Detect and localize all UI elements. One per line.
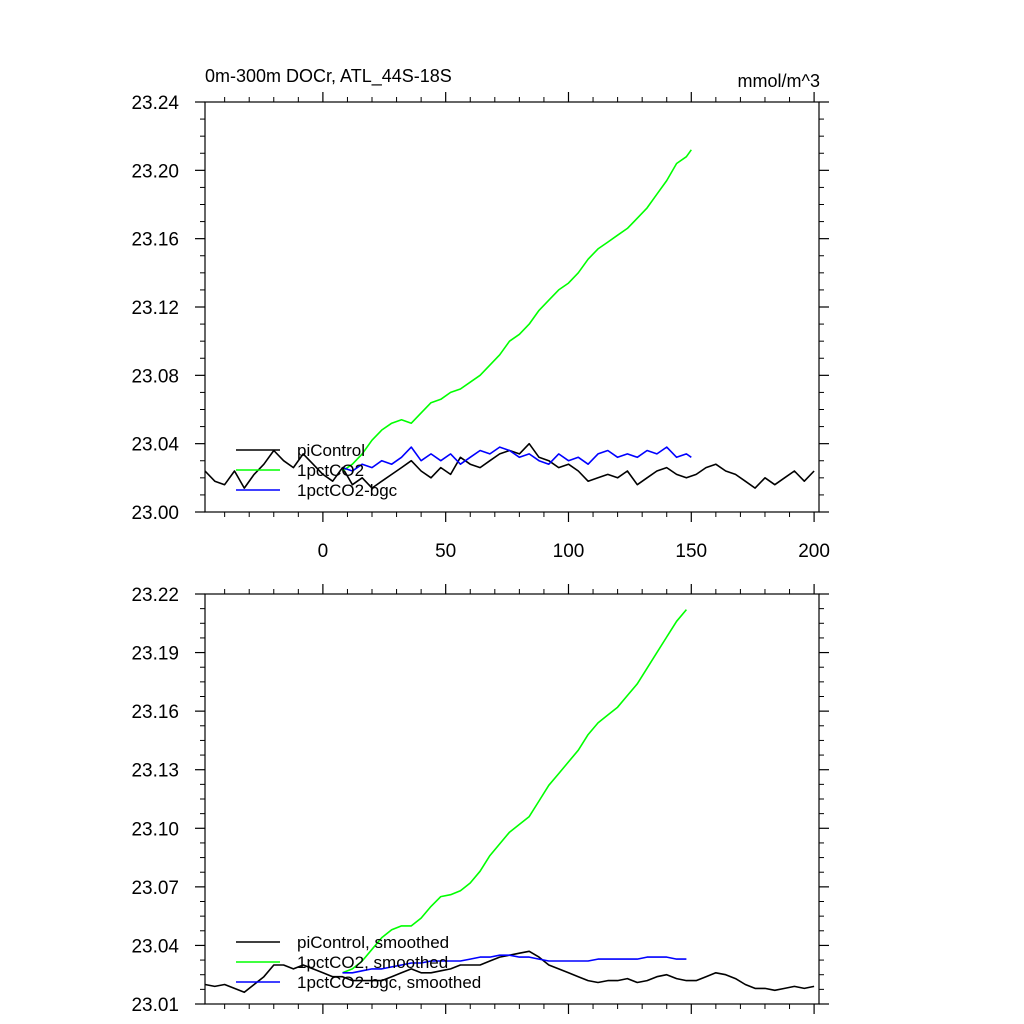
y-axis: 23.00 23.04 23.08 23.12 23.16 23.20 23.24 xyxy=(131,93,829,524)
y-tick-label: 23.22 xyxy=(131,585,179,606)
legend-label: 1pctCO2-bgc xyxy=(297,481,398,500)
series-line-1pctco2-bgc xyxy=(342,446,692,472)
y-axis: 23.01 23.04 23.07 23.10 23.13 23.16 23.19 23.22 xyxy=(131,585,829,1016)
x-tick-label: 150 xyxy=(675,541,707,562)
legend-label: 1pctCO2, smoothed xyxy=(297,953,448,972)
legend-label: piControl xyxy=(297,441,365,460)
x-axis: 0 50 100 150 200 xyxy=(318,92,830,562)
y-tick-label: 23.07 xyxy=(131,878,179,899)
x-tick-label: 0 xyxy=(318,541,329,562)
x-tick-label: 50 xyxy=(435,541,456,562)
y-tick-label: 23.19 xyxy=(131,644,179,665)
minor-ticks xyxy=(200,589,824,1009)
x-tick-label: 100 xyxy=(553,541,585,562)
y-tick-label: 23.16 xyxy=(131,702,179,723)
legend-label: piControl, smoothed xyxy=(297,933,449,952)
minor-ticks xyxy=(200,97,824,517)
chart-title: 0m-300m DOCr, ATL_44S-18S xyxy=(205,66,452,87)
y-tick-label: 23.24 xyxy=(131,93,179,114)
y-tick-label: 23.16 xyxy=(131,230,179,251)
series-group xyxy=(204,609,815,994)
top-panel: 0m-300m DOCr, ATL_44S-18S mmol/m^3 23.00… xyxy=(131,66,829,562)
y-tick-label: 23.10 xyxy=(131,819,179,840)
x-tick-label: 200 xyxy=(798,541,830,562)
legend-label: 1pctCO2-bgc, smoothed xyxy=(297,973,481,992)
y-tick-label: 23.08 xyxy=(131,366,179,387)
series-line-1pctco2 xyxy=(342,609,688,974)
series-line-1pctco2-bgc xyxy=(342,954,687,974)
series-line-1pctco2 xyxy=(342,149,692,472)
y-tick-label: 23.04 xyxy=(131,936,179,957)
y-tick-label: 23.00 xyxy=(131,503,179,524)
y-tick-label: 23.13 xyxy=(131,761,179,782)
y-tick-label: 23.12 xyxy=(131,298,179,319)
y-tick-label: 23.20 xyxy=(131,161,179,182)
x-axis xyxy=(322,584,815,1014)
legend-label: 1pctCO2 xyxy=(297,461,364,480)
y-tick-label: 23.04 xyxy=(131,435,179,456)
y-tick-label: 23.01 xyxy=(131,995,179,1016)
bottom-panel: 23.01 23.04 23.07 23.10 23.13 23.16 23.19 23.22… xyxy=(131,584,829,1016)
series-group xyxy=(204,149,815,489)
units-label: mmol/m^3 xyxy=(738,71,820,91)
